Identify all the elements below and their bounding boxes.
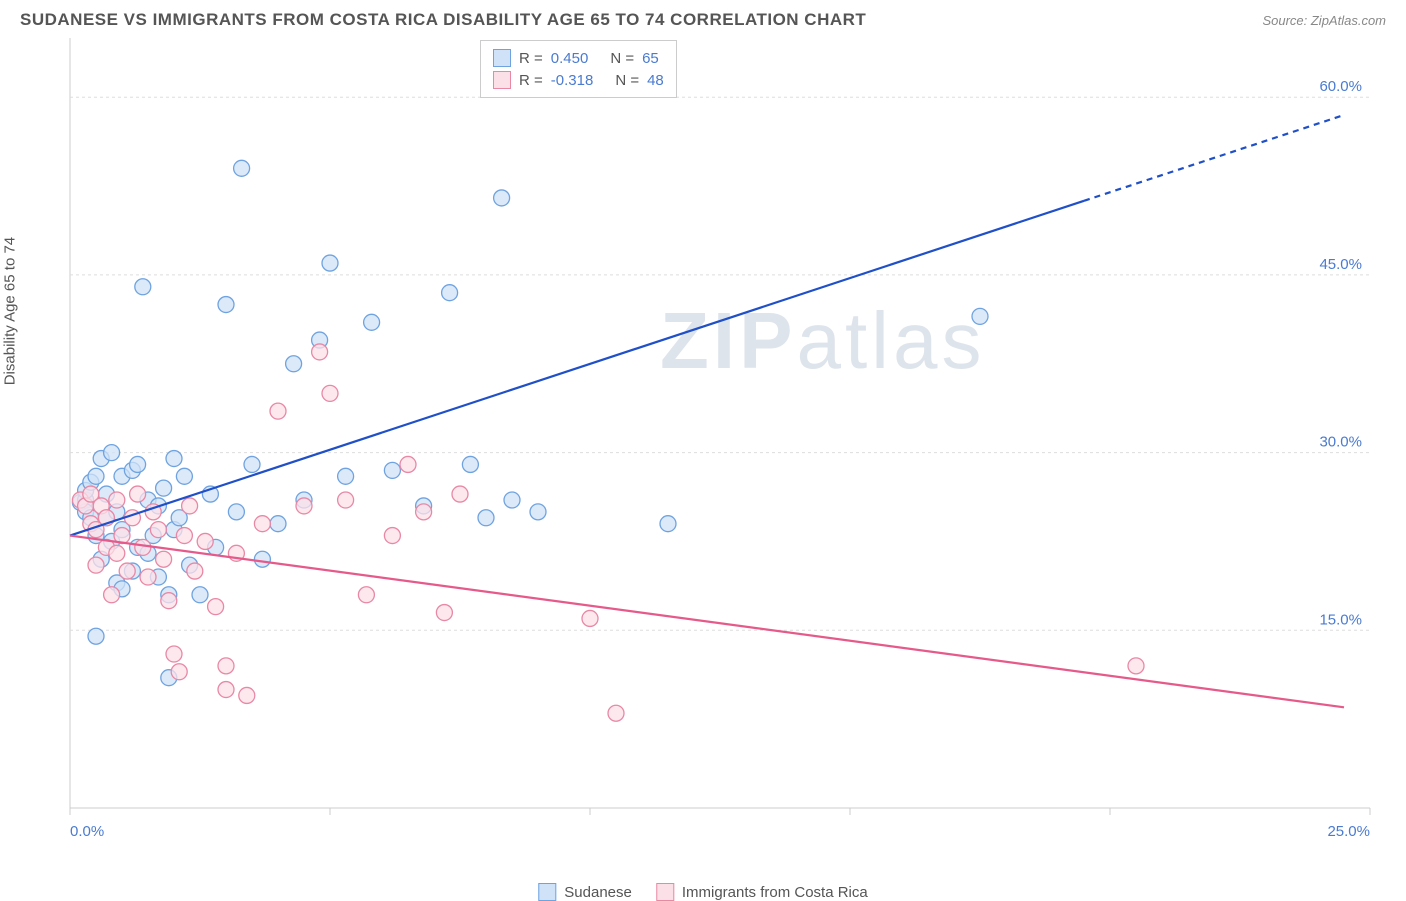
svg-text:ZIPatlas: ZIPatlas xyxy=(660,296,985,385)
stats-legend-row: R = -0.318 N = 48 xyxy=(493,69,664,91)
stat-n-value: 65 xyxy=(642,50,659,67)
legend-swatch xyxy=(538,883,556,901)
title-bar: SUDANESE VS IMMIGRANTS FROM COSTA RICA D… xyxy=(0,0,1406,38)
svg-text:60.0%: 60.0% xyxy=(1319,78,1362,95)
stat-r-value: 0.450 xyxy=(551,50,589,67)
series-legend-label: Sudanese xyxy=(564,884,632,901)
stat-r-label: R = xyxy=(519,50,543,67)
series-legend-item: Immigrants from Costa Rica xyxy=(656,883,868,901)
series-legend-item: Sudanese xyxy=(538,883,632,901)
scatter-chart: 15.0% 30.0% 45.0% 60.0% 0.0% 25.0% ZIPatlas xyxy=(20,38,1380,858)
stat-r-label: R = xyxy=(519,72,543,89)
stat-n-label: N = xyxy=(615,72,639,89)
chart-container: Disability Age 65 to 74 15.0%30.0%45.0%6… xyxy=(20,38,1386,863)
source-label: Source: ZipAtlas.com xyxy=(1262,13,1386,28)
series-legend-label: Immigrants from Costa Rica xyxy=(682,884,868,901)
series-legend: Sudanese Immigrants from Costa Rica xyxy=(538,883,867,901)
y-axis-label: Disability Age 65 to 74 xyxy=(2,236,19,384)
svg-text:0.0%: 0.0% xyxy=(70,823,104,840)
stats-legend: R = 0.450 N = 65 R = -0.318 N = 48 xyxy=(480,40,677,98)
stat-n-value: 48 xyxy=(647,72,664,89)
svg-text:15.0%: 15.0% xyxy=(1319,611,1362,628)
svg-text:45.0%: 45.0% xyxy=(1319,256,1362,273)
legend-swatch xyxy=(493,49,511,67)
legend-swatch xyxy=(493,71,511,89)
svg-text:30.0%: 30.0% xyxy=(1319,434,1362,451)
stat-r-value: -0.318 xyxy=(551,72,594,89)
stats-legend-row: R = 0.450 N = 65 xyxy=(493,47,664,69)
svg-text:25.0%: 25.0% xyxy=(1327,823,1370,840)
legend-swatch xyxy=(656,883,674,901)
stat-n-label: N = xyxy=(610,50,634,67)
chart-title: SUDANESE VS IMMIGRANTS FROM COSTA RICA D… xyxy=(20,10,866,30)
